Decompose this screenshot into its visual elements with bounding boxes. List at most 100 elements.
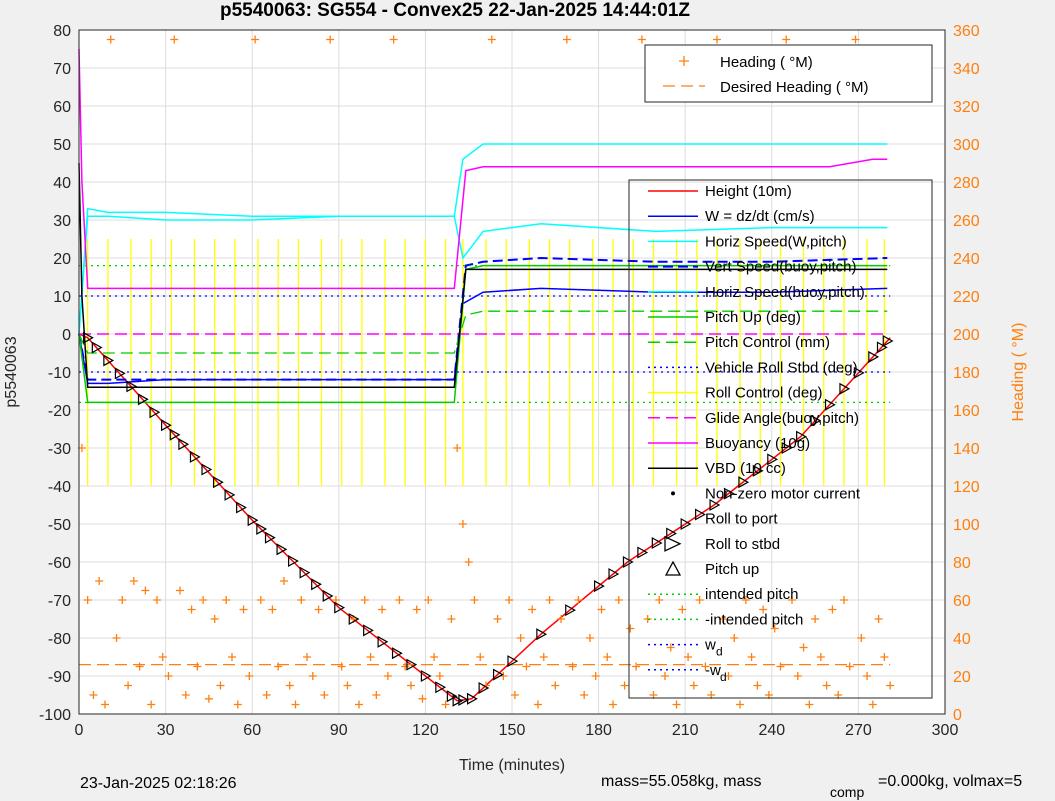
y-right-tick-360: 360 [953,23,980,40]
y-axis-label: p5540063 [3,336,20,407]
heading-point-126 [805,700,814,709]
roll-stbd-marker-61 [882,334,894,348]
marker-layer [83,331,894,707]
roll-stbd-marker-13 [224,488,236,501]
y-tick--50: -50 [48,517,71,534]
roll-stbd-marker-3 [114,367,126,380]
y-tick-70: 70 [53,61,71,78]
heading-point-48 [355,700,364,709]
roll-stbd-marker-44 [651,536,663,550]
heading-point-77 [522,662,531,671]
legend-label-7: Vehicle Roll Stbd (deg) [705,359,858,376]
roll-stbd-marker-41 [608,568,620,581]
roll-stbd-marker-38 [536,628,548,641]
legend-label-13: Roll to port [705,511,778,528]
y-right-tick-180: 180 [953,365,980,382]
heading-point-72 [493,615,502,623]
heading-point-90 [597,605,606,614]
heading-point-104 [678,605,687,614]
heading-point-2 [89,691,98,699]
heading-point-65 [453,444,462,452]
heading-point-96 [632,662,641,671]
heading-point-97 [637,35,646,44]
roll-stbd-marker-54 [796,430,807,443]
roll-stbd-marker-52 [767,453,779,466]
heading-point-9 [129,577,138,585]
roll-stbd-marker-19 [288,554,299,568]
legend-label-12: Non-zero motor current [705,485,861,502]
heading-point-120 [770,624,779,633]
y-tick-60: 60 [53,99,71,116]
heading-point-60 [424,596,433,604]
heading-point-89 [591,672,600,680]
x-tick-0: 0 [75,722,84,739]
heading-point-63 [441,700,450,709]
roll-stbd-marker-46 [680,517,692,531]
heading-point-59 [418,694,427,703]
roll-stbd-marker-16 [256,522,268,535]
legend-subscript-18: d [716,645,723,659]
y-right-tick-120: 120 [953,479,980,496]
legend-label-15: Pitch up [705,561,759,578]
heading-point-32 [262,691,271,699]
heading-point-113 [730,634,739,642]
heading-point-127 [811,615,820,623]
roll-stbd-marker-1 [91,341,103,354]
y-tick-80: 80 [53,23,71,40]
heading-point-18 [181,691,190,699]
footer-mass: mass=55.058kg, mass [601,773,762,790]
heading-point-100 [655,596,664,604]
y-right-tick-20: 20 [953,669,971,686]
heading-point-79 [533,700,542,709]
heading-point-78 [528,605,537,614]
x-tick-180: 180 [585,722,612,739]
heading-point-132 [839,596,848,604]
series-line-0 [78,333,891,702]
roll-stbd-marker-30 [435,681,447,694]
roll-stbd-marker-18 [276,543,288,556]
y-right-tick-200: 200 [953,327,980,344]
legend-label-8: Roll Control (deg) [705,385,823,402]
roll-stbd-marker-22 [322,589,334,602]
heading-point-25 [222,596,231,604]
heading-point-23 [210,615,219,623]
y-right-tick-labels: 3603403203002802602402202001801601401201… [953,23,980,724]
legend-heading: Heading ( °M) [720,54,813,71]
y-right-tick-320: 320 [953,99,980,116]
y-tick-40: 40 [53,175,71,192]
series-line-6 [78,310,888,354]
roll-stbd-marker-9 [178,438,190,451]
roll-stbd-marker-7 [161,419,172,432]
y-tick--100: -100 [39,707,71,724]
roll-stbd-marker-31 [446,690,458,703]
heading-point-13 [152,596,161,604]
heading-point-129 [822,681,831,690]
roll-stbd-marker-10 [189,450,201,463]
y-right-tick-40: 40 [953,631,971,648]
heading-point-67 [464,558,473,566]
legend-label-5: Pitch Up (deg) [705,309,801,326]
roll-stbd-marker-55 [810,414,822,427]
heading-point-75 [510,691,519,699]
y-tick-labels: 80 70 60 50 40 30 20 10 0 -10 -20 -30 -40 -50 -60 -70 -8… [39,23,71,724]
legend-label-16: intended pitch [705,586,798,603]
x-axis-label: Time (minutes) [459,757,565,774]
roll-stbd-marker-2 [103,354,115,367]
roll-stbd-marker-21 [311,578,322,591]
heading-point-3 [95,577,104,585]
heading-point-124 [793,672,802,680]
y-right-tick-160: 160 [953,403,980,420]
legend-subscript-19: d [720,670,727,684]
heading-point-17 [176,586,185,595]
heading-point-140 [886,681,895,690]
roll-stbd-marker-27 [391,647,403,660]
heading-point-92 [609,700,618,709]
heading-point-15 [164,672,173,680]
heading-point-55 [395,596,404,604]
heading-point-80 [539,653,548,661]
x-tick-210: 210 [672,722,699,739]
heading-point-42 [320,691,329,699]
heading-point-33 [268,605,277,614]
x-tick-240: 240 [758,722,785,739]
roll-stbd-marker-37 [507,655,519,668]
